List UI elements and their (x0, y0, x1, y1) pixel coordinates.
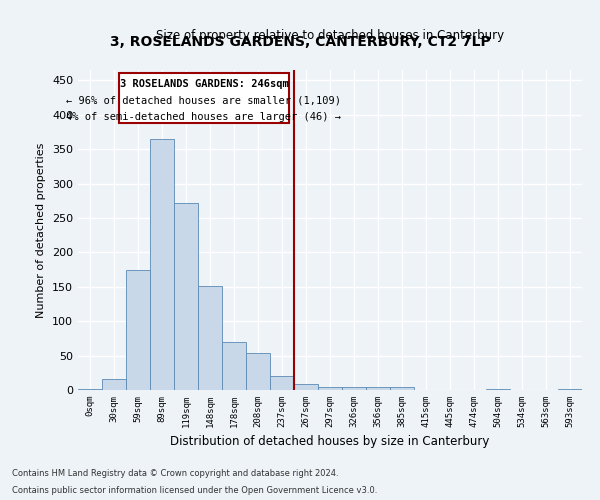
Text: Contains public sector information licensed under the Open Government Licence v3: Contains public sector information licen… (12, 486, 377, 495)
Text: 3, ROSELANDS GARDENS, CANTERBURY, CT2 7LP: 3, ROSELANDS GARDENS, CANTERBURY, CT2 7L… (110, 35, 490, 49)
Bar (102, 379, 126, 390)
Bar (294, 384, 318, 390)
Bar (150, 139, 174, 390)
Bar (318, 386, 342, 390)
X-axis label: Distribution of detached houses by size in Canterbury: Distribution of detached houses by size … (170, 436, 490, 448)
Bar (342, 386, 366, 390)
Bar (246, 353, 270, 390)
FancyBboxPatch shape (119, 74, 289, 123)
Bar (174, 203, 198, 390)
Title: Size of property relative to detached houses in Canterbury: Size of property relative to detached ho… (156, 30, 504, 43)
Bar (222, 342, 246, 390)
Text: 4% of semi-detached houses are larger (46) →: 4% of semi-detached houses are larger (4… (67, 112, 341, 122)
Bar (270, 376, 294, 390)
Text: Contains HM Land Registry data © Crown copyright and database right 2024.: Contains HM Land Registry data © Crown c… (12, 468, 338, 477)
Bar (390, 386, 414, 390)
Text: ← 96% of detached houses are smaller (1,109): ← 96% of detached houses are smaller (1,… (67, 96, 341, 106)
Text: 3 ROSELANDS GARDENS: 246sqm: 3 ROSELANDS GARDENS: 246sqm (119, 79, 289, 89)
Bar (198, 286, 222, 390)
Y-axis label: Number of detached properties: Number of detached properties (37, 142, 46, 318)
Bar (366, 386, 390, 390)
Bar (126, 270, 150, 390)
Bar (78, 388, 102, 390)
